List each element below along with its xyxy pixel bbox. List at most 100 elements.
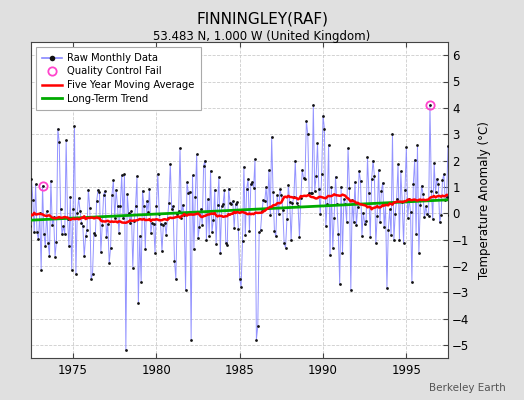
Point [418,182,426,189]
Point [87,276,95,282]
Point [184,190,192,196]
Point [239,163,248,170]
Point [442,194,451,200]
Point [163,214,172,221]
Point [33,229,41,235]
Point [190,246,198,252]
Point [388,130,397,137]
Point [410,156,419,163]
Point [133,173,141,179]
Point [179,202,187,208]
Point [288,200,297,206]
Point [297,194,305,201]
Point [123,191,132,197]
Point [252,336,260,343]
Point [208,229,216,235]
Point [269,189,277,195]
Point [76,207,84,214]
Point [265,167,273,174]
Point [191,194,200,200]
Point [41,243,49,249]
Point [180,212,189,218]
Point [23,177,31,184]
Point [344,145,352,152]
Point [275,211,283,217]
Point [224,185,233,192]
Point [217,203,226,209]
Point [111,215,119,221]
Point [80,253,89,260]
Point [419,190,427,197]
Point [211,186,219,193]
Point [256,227,265,234]
Point [21,190,30,196]
Point [48,222,57,228]
Point [299,175,308,182]
Point [70,123,79,130]
Point [383,285,391,291]
Point [326,252,334,258]
Point [248,179,256,185]
Point [346,287,355,293]
Point [290,194,298,200]
Point [233,199,241,206]
Point [27,175,36,182]
Point [245,228,254,234]
Point [57,206,65,212]
Point [204,196,212,202]
Legend: Raw Monthly Data, Quality Control Fail, Five Year Moving Average, Long-Term Tren: Raw Monthly Data, Quality Control Fail, … [37,47,201,110]
Point [230,225,238,231]
Point [266,212,275,219]
Point [270,228,279,234]
Point [159,222,168,228]
Point [44,240,52,246]
Point [196,206,205,212]
Point [301,176,309,182]
Point [84,186,93,193]
Point [356,178,365,184]
Point [358,232,366,239]
Point [372,240,380,246]
Point [95,189,104,196]
Point [154,170,162,177]
Point [451,167,459,174]
Point [102,234,111,240]
Point [156,220,165,227]
Point [235,276,244,282]
Point [376,218,384,225]
Point [384,226,392,233]
Point [169,203,177,210]
Point [26,223,34,230]
Point [429,216,437,222]
Point [392,196,401,202]
Point [351,179,359,185]
Point [422,203,430,210]
Point [365,190,373,196]
Point [181,286,190,293]
Point [149,221,158,228]
Point [333,200,341,207]
Point [19,204,27,211]
Point [243,186,251,192]
Point [140,203,148,209]
Point [413,142,422,148]
Point [72,271,80,277]
Point [348,196,356,203]
Point [143,198,151,204]
Point [148,220,157,226]
Point [362,218,370,224]
Point [394,161,402,168]
Point [101,188,109,194]
Point [277,192,286,199]
Point [194,235,202,241]
Point [401,186,409,193]
Point [112,186,121,193]
Point [65,243,73,249]
Point [307,190,315,196]
Point [105,260,113,266]
Point [30,229,38,236]
Point [113,203,122,210]
Point [130,218,138,224]
Point [47,177,55,184]
Point [89,270,97,277]
